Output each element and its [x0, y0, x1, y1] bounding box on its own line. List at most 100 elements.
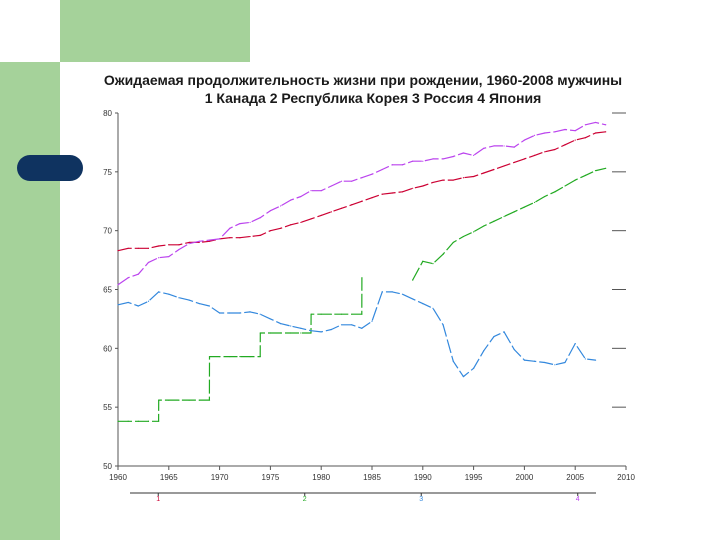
data-point-series-4: [219, 238, 221, 240]
data-point-series-1: [442, 179, 444, 181]
data-point-series-2: [340, 313, 343, 315]
x-tick-label: 1990: [414, 473, 432, 482]
data-point-series-4: [269, 210, 271, 212]
data-point-series-3: [533, 360, 536, 362]
data-point-series-2: [300, 332, 302, 334]
data-point-series-4: [279, 205, 282, 207]
data-point-series-3: [544, 361, 546, 364]
data-point-series-2: [259, 355, 261, 358]
data-point-series-4: [137, 273, 139, 275]
x-tick-label: 1980: [312, 473, 330, 482]
data-point-series-1: [422, 185, 424, 187]
data-point-series-1: [259, 234, 261, 236]
x-tick-label: 1995: [465, 473, 483, 482]
data-point-series-2: [208, 355, 211, 358]
data-point-series-3: [381, 291, 383, 293]
data-point-series-1: [300, 221, 302, 224]
data-point-series-1: [239, 237, 241, 239]
data-point-series-2: [249, 355, 251, 358]
x-tick-label: 2010: [617, 473, 635, 482]
data-point-series-3: [462, 375, 465, 378]
data-point-series-3: [422, 303, 424, 305]
data-point-series-3: [330, 328, 332, 331]
data-point-series-2: [605, 167, 607, 169]
data-point-series-4: [208, 239, 211, 241]
data-point-series-1: [310, 218, 312, 220]
data-point-series-3: [432, 307, 434, 309]
data-point-series-2: [208, 399, 211, 401]
data-point-series-1: [533, 154, 536, 156]
data-point-series-2: [533, 201, 536, 204]
y-tick-label: 50: [103, 462, 112, 471]
data-point-series-4: [605, 124, 607, 126]
data-point-series-1: [544, 151, 546, 153]
data-point-series-1: [147, 247, 150, 249]
data-point-series-2: [412, 279, 414, 281]
data-point-series-2: [198, 399, 200, 401]
data-point-series-4: [229, 227, 231, 229]
decorative-green-block-side: [0, 62, 60, 540]
chart-legend: 1 2 3 4: [130, 492, 596, 503]
data-point-series-4: [381, 168, 383, 171]
decorative-green-block-top: [60, 0, 250, 62]
data-point-series-3: [574, 343, 576, 345]
data-point-series-1: [198, 241, 200, 244]
data-point-series-1: [158, 245, 160, 247]
data-point-series-1: [462, 177, 465, 179]
data-point-series-1: [320, 214, 322, 216]
series-line-3: [117, 291, 596, 378]
chart-axes: 50 55 60 65 70 75 80 1960 1965 1970 1975 1980 1985 19…: [103, 109, 635, 482]
data-point-series-3: [188, 299, 190, 301]
data-point-series-2: [127, 420, 129, 422]
x-tick-label: 1960: [109, 473, 127, 482]
legend-label-2: 2: [303, 496, 307, 503]
data-point-series-3: [249, 311, 251, 313]
data-point-series-1: [594, 132, 597, 134]
data-point-series-3: [147, 300, 150, 302]
data-point-series-3: [493, 335, 495, 338]
data-point-series-4: [442, 158, 444, 160]
data-point-series-1: [554, 148, 556, 151]
chart-series: [117, 121, 607, 422]
data-point-series-1: [340, 207, 343, 209]
data-point-series-2: [269, 332, 271, 334]
data-point-series-2: [259, 332, 261, 334]
data-point-series-4: [239, 223, 241, 225]
data-point-series-2: [158, 420, 160, 422]
data-point-series-1: [117, 250, 119, 252]
data-point-series-4: [290, 199, 292, 201]
data-point-series-3: [320, 331, 322, 333]
data-point-series-1: [371, 197, 373, 199]
data-point-series-3: [513, 348, 515, 351]
data-point-series-3: [503, 331, 505, 333]
data-point-series-2: [584, 174, 586, 176]
data-point-series-2: [564, 185, 566, 187]
data-point-series-2: [147, 420, 150, 422]
data-point-series-4: [483, 147, 485, 149]
data-point-series-4: [594, 121, 597, 124]
data-point-series-1: [493, 168, 495, 171]
data-point-series-3: [442, 324, 444, 326]
data-point-series-3: [117, 304, 119, 306]
data-point-series-1: [391, 192, 393, 194]
data-point-series-2: [229, 355, 231, 358]
y-tick-label: 65: [103, 286, 112, 295]
data-point-series-2: [361, 313, 363, 315]
data-point-series-3: [554, 364, 556, 366]
data-point-series-3: [208, 305, 211, 307]
data-point-series-3: [564, 361, 566, 364]
data-point-series-1: [330, 211, 332, 213]
data-point-series-2: [320, 313, 322, 315]
data-point-series-4: [533, 134, 536, 136]
data-point-series-1: [564, 144, 566, 146]
data-point-series-1: [279, 227, 282, 229]
data-point-series-3: [269, 318, 271, 320]
y-tick-label: 60: [103, 344, 112, 353]
data-point-series-3: [137, 305, 139, 307]
y-tick-label: 75: [103, 168, 112, 177]
data-point-series-3: [259, 313, 261, 315]
data-point-series-2: [310, 313, 312, 315]
data-point-series-2: [178, 399, 180, 401]
data-point-series-1: [127, 247, 129, 249]
data-point-series-3: [178, 297, 180, 299]
